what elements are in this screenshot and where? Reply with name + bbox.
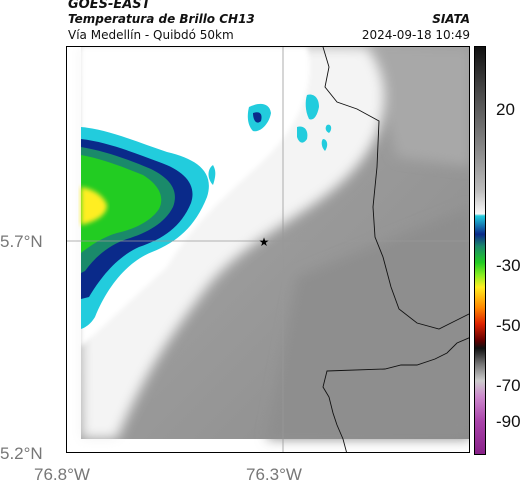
map-canvas: ★ (67, 47, 469, 452)
colorbar-label: -50 (496, 316, 521, 335)
x-tick-label: 76.8°W (34, 465, 90, 484)
colorbar-label: 20 (496, 100, 515, 119)
cold-cloud-green (81, 155, 162, 253)
small-cloud (321, 139, 328, 151)
warm-region-north (367, 47, 469, 167)
x-tick-label: 76.3°W (246, 465, 302, 484)
colorbar-label: -30 (496, 256, 521, 275)
department-border (322, 47, 469, 330)
small-cloud (297, 126, 308, 143)
organization-label: SIATA (432, 12, 470, 26)
product-title: Temperatura de Brillo CH13 (68, 12, 255, 26)
colorbar (474, 46, 486, 455)
y-tick-label: 5.2°N (0, 444, 43, 463)
satellite-title: GOES-EAST (68, 0, 151, 12)
small-cloud (305, 94, 319, 120)
small-cloud-core (253, 112, 262, 123)
y-tick-label: 5.7°N (0, 232, 43, 251)
colorbar-label: -70 (496, 376, 521, 395)
timestamp-label: 2024-09-18 10:49 (361, 28, 470, 42)
star-icon: ★ (259, 235, 270, 249)
department-border-south (322, 337, 469, 452)
small-cloud (325, 124, 332, 133)
satellite-map[interactable]: ★ (66, 46, 470, 453)
warm-region (267, 207, 469, 439)
location-subtitle: Vía Medellín - Quibdó 50km (68, 28, 234, 42)
small-cloud (208, 165, 216, 185)
cold-cloud-core (81, 187, 107, 225)
colorbar-label: -90 (496, 412, 521, 431)
